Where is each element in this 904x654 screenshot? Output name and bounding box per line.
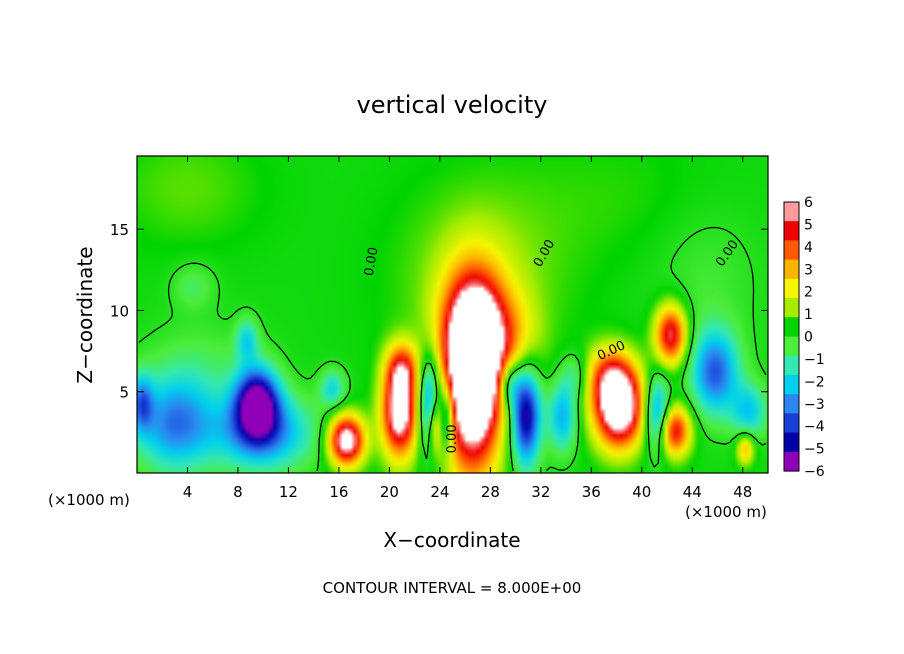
x-axis-ticks: 4 8 12 16 20 24 28 32 36 40 44 48	[183, 156, 752, 501]
y-axis-ticks: 5 10 15	[110, 221, 768, 402]
x-tick-label: 40	[632, 483, 651, 501]
x-tick-label: 4	[183, 483, 193, 501]
colorbar-tick-label: 3	[804, 262, 813, 278]
colorbar-swatch	[784, 298, 799, 318]
colorbar-tick-label: −4	[804, 419, 825, 435]
colorbar-tick-label: 1	[804, 307, 813, 323]
colorbar-swatch	[784, 317, 799, 338]
colorbar-swatch	[784, 336, 799, 357]
colorbar-tick-label: −3	[804, 397, 825, 413]
colorbar-tick-label: 2	[804, 285, 813, 301]
y-tick-label: 5	[119, 384, 129, 402]
colorbar-swatch	[784, 451, 799, 472]
colorbar-tick-label: −6	[804, 464, 825, 480]
x-unit-right: (×1000 m)	[685, 503, 767, 521]
colorbar-tick-label: −5	[804, 442, 825, 458]
y-tick-label: 15	[110, 221, 129, 239]
y-axis-label: Z−coordinate	[73, 246, 97, 383]
x-tick-label: 20	[380, 483, 399, 501]
plot-frame	[136, 155, 769, 474]
x-axis-label: X−coordinate	[383, 528, 520, 552]
colorbar-swatch	[784, 221, 799, 242]
x-tick-label: 12	[279, 483, 298, 501]
colorbar-swatch	[784, 374, 799, 395]
y-tick-label: 10	[110, 302, 129, 320]
x-tick-label: 24	[430, 483, 449, 501]
colorbar: 6 5 4 3 2 1 0 −1 −2 −3 −4 −5 −6	[783, 195, 825, 480]
contour-label: 0.00	[362, 246, 382, 277]
colorbar-swatch	[784, 432, 799, 453]
colorbar-swatch	[784, 202, 799, 222]
colorbar-swatch	[784, 394, 799, 414]
x-unit-left: (×1000 m)	[48, 491, 130, 509]
colorbar-tick-label: −1	[804, 352, 825, 368]
x-tick-label: 36	[582, 483, 601, 501]
zero-contour-line	[138, 226, 767, 472]
x-tick-label: 8	[233, 483, 243, 501]
x-tick-label: 16	[329, 483, 348, 501]
x-tick-label: 28	[481, 483, 500, 501]
x-tick-label: 32	[531, 483, 550, 501]
contour-interval-note: CONTOUR INTERVAL = 8.000E+00	[323, 579, 582, 597]
contour-label: 0.00	[445, 424, 460, 453]
colorbar-swatch	[784, 240, 799, 261]
colorbar-frame	[783, 201, 800, 472]
colorbar-tick-label: 0	[804, 330, 813, 346]
colorbar-swatch	[784, 355, 799, 376]
x-tick-label: 48	[733, 483, 752, 501]
colorbar-tick-label: 4	[804, 240, 813, 256]
colorbar-tick-label: −2	[804, 374, 825, 390]
colorbar-tick-label: 6	[804, 195, 813, 211]
colorbar-tick-label: 5	[804, 217, 813, 233]
chart-title: vertical velocity	[357, 91, 548, 119]
colorbar-swatch	[784, 278, 799, 299]
colorbar-swatch	[784, 413, 799, 434]
heatmap-field: 0.00 0.000.000.000.00	[137, 156, 768, 473]
x-tick-label: 44	[683, 483, 702, 501]
colorbar-swatch	[784, 259, 799, 280]
